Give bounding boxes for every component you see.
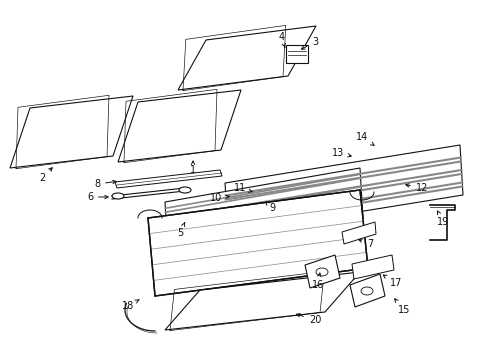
- Text: 7: 7: [358, 239, 372, 249]
- Polygon shape: [164, 272, 359, 330]
- Polygon shape: [164, 168, 362, 252]
- Ellipse shape: [179, 187, 191, 193]
- Text: 13: 13: [331, 148, 350, 158]
- Polygon shape: [115, 170, 222, 188]
- Text: 3: 3: [301, 37, 317, 49]
- Text: 6: 6: [87, 192, 108, 202]
- Text: 12: 12: [405, 183, 427, 193]
- Ellipse shape: [112, 193, 124, 199]
- Text: 2: 2: [39, 168, 52, 183]
- Text: 8: 8: [94, 179, 116, 189]
- Text: 16: 16: [311, 273, 324, 290]
- Polygon shape: [349, 274, 384, 307]
- Text: 4: 4: [278, 32, 285, 48]
- Polygon shape: [118, 90, 241, 162]
- Ellipse shape: [360, 287, 372, 295]
- Text: 1: 1: [189, 161, 196, 175]
- Polygon shape: [341, 222, 375, 244]
- Ellipse shape: [315, 268, 327, 276]
- Text: 15: 15: [394, 299, 409, 315]
- Polygon shape: [10, 96, 133, 168]
- Polygon shape: [178, 26, 315, 90]
- Text: 17: 17: [383, 275, 401, 288]
- Text: 18: 18: [122, 300, 139, 311]
- Polygon shape: [285, 45, 307, 63]
- Polygon shape: [351, 255, 393, 279]
- Text: 11: 11: [233, 183, 251, 193]
- Text: 5: 5: [177, 222, 184, 238]
- Text: 9: 9: [265, 202, 274, 213]
- Polygon shape: [305, 255, 339, 288]
- Polygon shape: [148, 190, 367, 296]
- Text: 19: 19: [436, 211, 448, 227]
- Text: 20: 20: [296, 314, 321, 325]
- Text: 14: 14: [355, 132, 373, 145]
- Text: 10: 10: [209, 193, 229, 203]
- Polygon shape: [224, 145, 462, 233]
